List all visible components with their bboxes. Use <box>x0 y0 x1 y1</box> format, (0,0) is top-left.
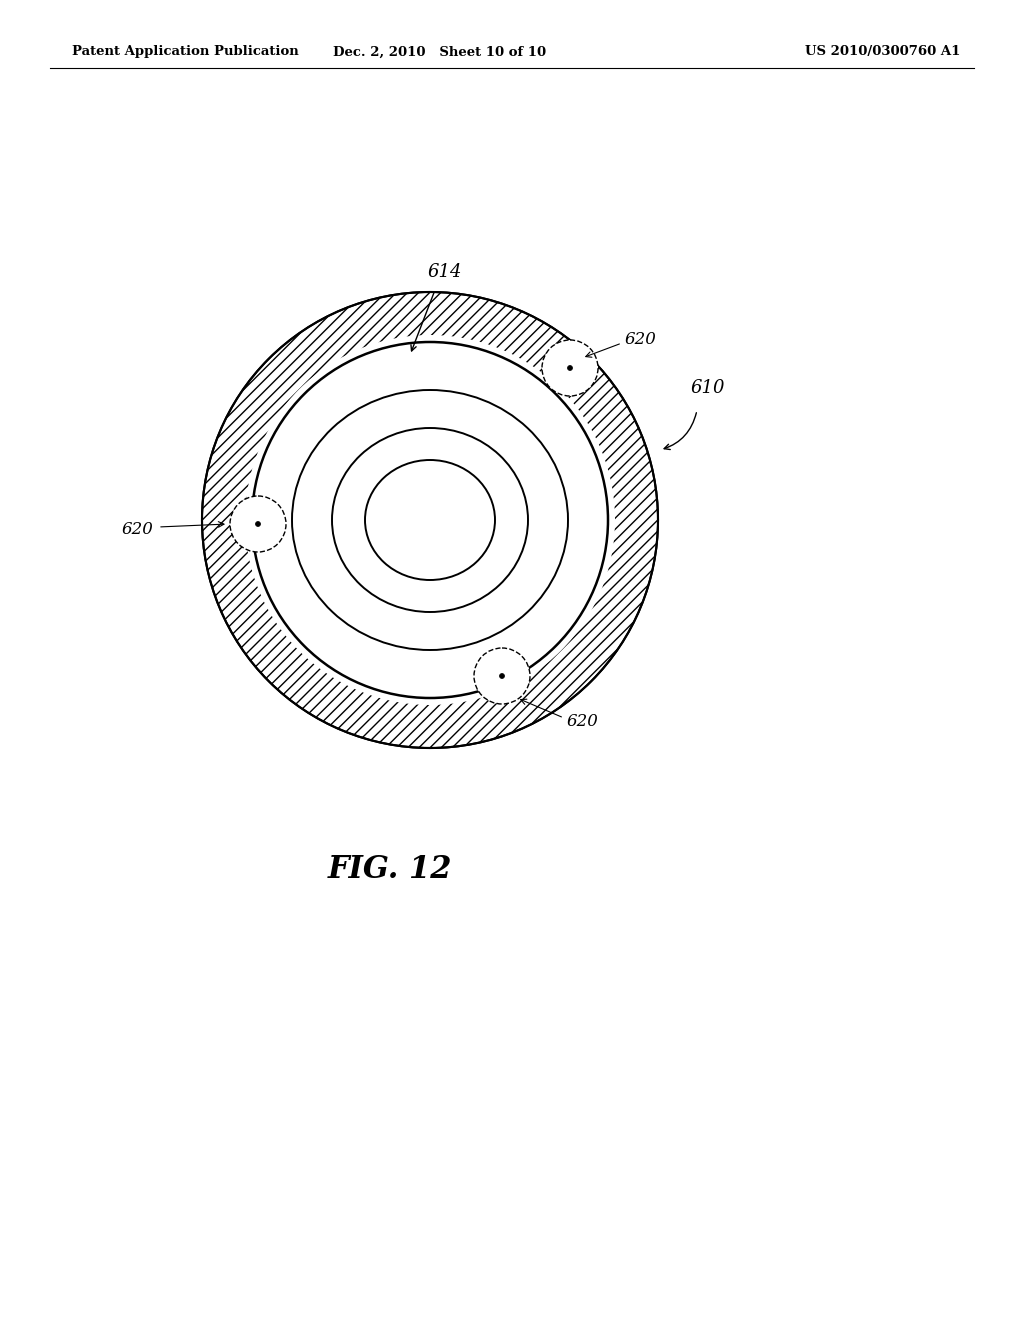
Circle shape <box>501 655 524 678</box>
Text: 620: 620 <box>625 331 656 348</box>
Text: US 2010/0300760 A1: US 2010/0300760 A1 <box>805 45 961 58</box>
Text: 614: 614 <box>428 263 462 281</box>
Text: Patent Application Publication: Patent Application Publication <box>72 45 299 58</box>
Circle shape <box>567 366 572 371</box>
Circle shape <box>256 521 260 527</box>
Circle shape <box>474 648 530 704</box>
Circle shape <box>542 341 598 396</box>
Text: FIG. 12: FIG. 12 <box>328 854 453 886</box>
Circle shape <box>568 366 592 389</box>
Text: 620: 620 <box>567 713 599 730</box>
Text: 620: 620 <box>121 520 153 537</box>
Circle shape <box>500 673 505 678</box>
Circle shape <box>202 292 658 748</box>
Circle shape <box>245 335 615 705</box>
Text: Dec. 2, 2010   Sheet 10 of 10: Dec. 2, 2010 Sheet 10 of 10 <box>334 45 547 58</box>
Circle shape <box>230 496 286 552</box>
Circle shape <box>232 507 257 531</box>
Text: 610: 610 <box>690 379 725 397</box>
